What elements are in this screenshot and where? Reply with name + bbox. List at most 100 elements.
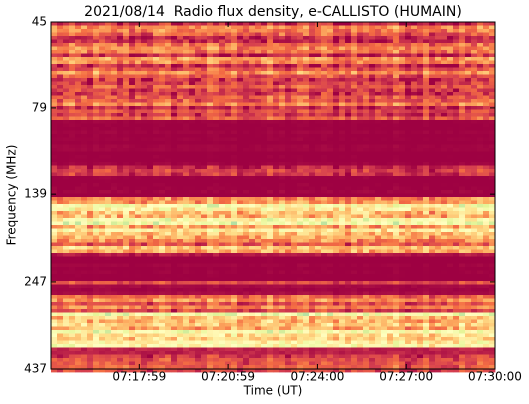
spectrogram-cell	[189, 207, 196, 212]
spectrogram-cell	[483, 81, 490, 86]
spectrogram-cell	[213, 232, 220, 236]
spectrogram-cell	[231, 225, 238, 229]
spectrogram-cell	[333, 148, 340, 152]
spectrogram-cell	[303, 172, 310, 177]
spectrogram-cell	[249, 256, 256, 261]
spectrogram-cell	[165, 32, 172, 37]
spectrogram-cell	[399, 64, 406, 68]
spectrogram-cell	[387, 211, 394, 215]
spectrogram-cell	[261, 113, 268, 117]
spectrogram-cell	[393, 155, 400, 159]
spectrogram-cell	[123, 81, 130, 86]
spectrogram-cell	[303, 116, 310, 121]
spectrogram-cell	[195, 95, 202, 100]
spectrogram-cell	[201, 53, 208, 58]
spectrogram-cell	[345, 60, 352, 65]
spectrogram-cell	[345, 92, 352, 96]
spectrogram-cell	[315, 183, 322, 187]
spectrogram-cell	[309, 92, 316, 96]
spectrogram-cell	[285, 190, 292, 194]
spectrogram-cell	[57, 127, 64, 131]
spectrogram-cell	[219, 102, 226, 107]
spectrogram-cell	[291, 172, 298, 177]
spectrogram-cell	[363, 120, 370, 124]
spectrogram-cell	[255, 176, 262, 180]
spectrogram-cell	[285, 46, 292, 51]
spectrogram-cell	[219, 123, 226, 128]
spectrogram-cell	[489, 130, 496, 135]
spectrogram-cell	[363, 106, 370, 110]
spectrogram-cell	[255, 144, 262, 149]
spectrogram-cell	[213, 204, 220, 208]
spectrogram-cell	[429, 134, 436, 138]
spectrogram-cell	[279, 116, 286, 121]
spectrogram-cell	[171, 221, 178, 226]
spectrogram-cell	[243, 81, 250, 86]
spectrogram-cell	[405, 179, 412, 184]
spectrogram-cell	[315, 99, 322, 103]
spectrogram-cell	[81, 162, 88, 166]
spectrogram-cell	[243, 253, 250, 257]
spectrogram-cell	[423, 144, 430, 149]
spectrogram-cell	[201, 102, 208, 107]
spectrogram-cell	[129, 60, 136, 65]
spectrogram-cell	[333, 214, 340, 219]
spectrogram-cell	[333, 242, 340, 247]
spectrogram-cell	[351, 158, 358, 163]
spectrogram-cell	[105, 53, 112, 58]
spectrogram-cell	[423, 162, 430, 166]
spectrogram-cell	[207, 120, 214, 124]
spectrogram-cell	[231, 176, 238, 180]
spectrogram-cell	[465, 123, 472, 128]
spectrogram-cell	[333, 53, 340, 58]
spectrogram-cell	[237, 144, 244, 149]
spectrogram-cell	[57, 74, 64, 79]
spectrogram-cell	[213, 235, 220, 240]
spectrogram-cell	[123, 64, 130, 68]
spectrogram-cell	[429, 123, 436, 128]
spectrogram-cell	[117, 190, 124, 194]
spectrogram-cell	[141, 214, 148, 219]
spectrogram-cell	[483, 95, 490, 100]
spectrogram-cell	[429, 169, 436, 173]
spectrogram-cell	[129, 162, 136, 166]
spectrogram-cell	[117, 50, 124, 54]
spectrogram-cell	[255, 25, 262, 30]
spectrogram-cell	[237, 71, 244, 75]
spectrogram-cell	[153, 39, 160, 44]
spectrogram-cell	[189, 95, 196, 100]
spectrogram-cell	[183, 256, 190, 261]
spectrogram-cell	[291, 53, 298, 58]
spectrogram-cell	[417, 74, 424, 79]
spectrogram-cell	[363, 155, 370, 159]
spectrogram-cell	[279, 130, 286, 135]
spectrogram-cell	[309, 183, 316, 187]
spectrogram-cell	[303, 183, 310, 187]
spectrogram-cell	[375, 144, 382, 149]
spectrogram-cell	[177, 228, 184, 233]
spectrogram-cell	[297, 25, 304, 30]
spectrogram-cell	[417, 88, 424, 93]
spectrogram-cell	[243, 249, 250, 254]
spectrogram-cell	[303, 78, 310, 82]
spectrogram-cell	[225, 137, 232, 142]
spectrogram-cell	[117, 127, 124, 131]
spectrogram-cell	[171, 165, 178, 170]
spectrogram-cell	[387, 102, 394, 107]
spectrogram-cell	[219, 253, 226, 257]
spectrogram-cell	[465, 53, 472, 58]
spectrogram-cell	[135, 242, 142, 247]
spectrogram-cell	[249, 214, 256, 219]
spectrogram-cell	[93, 158, 100, 163]
spectrogram-cell	[303, 22, 310, 26]
spectrogram-cell	[81, 179, 88, 184]
spectrogram-cell	[117, 193, 124, 198]
spectrogram-cell	[261, 36, 268, 40]
spectrogram-cell	[237, 148, 244, 152]
spectrogram-cell	[129, 204, 136, 208]
spectrogram-cell	[435, 239, 442, 243]
spectrogram-cell	[117, 99, 124, 103]
spectrogram-cell	[333, 57, 340, 61]
spectrogram-cell	[369, 71, 376, 75]
spectrogram-cell	[423, 88, 430, 93]
